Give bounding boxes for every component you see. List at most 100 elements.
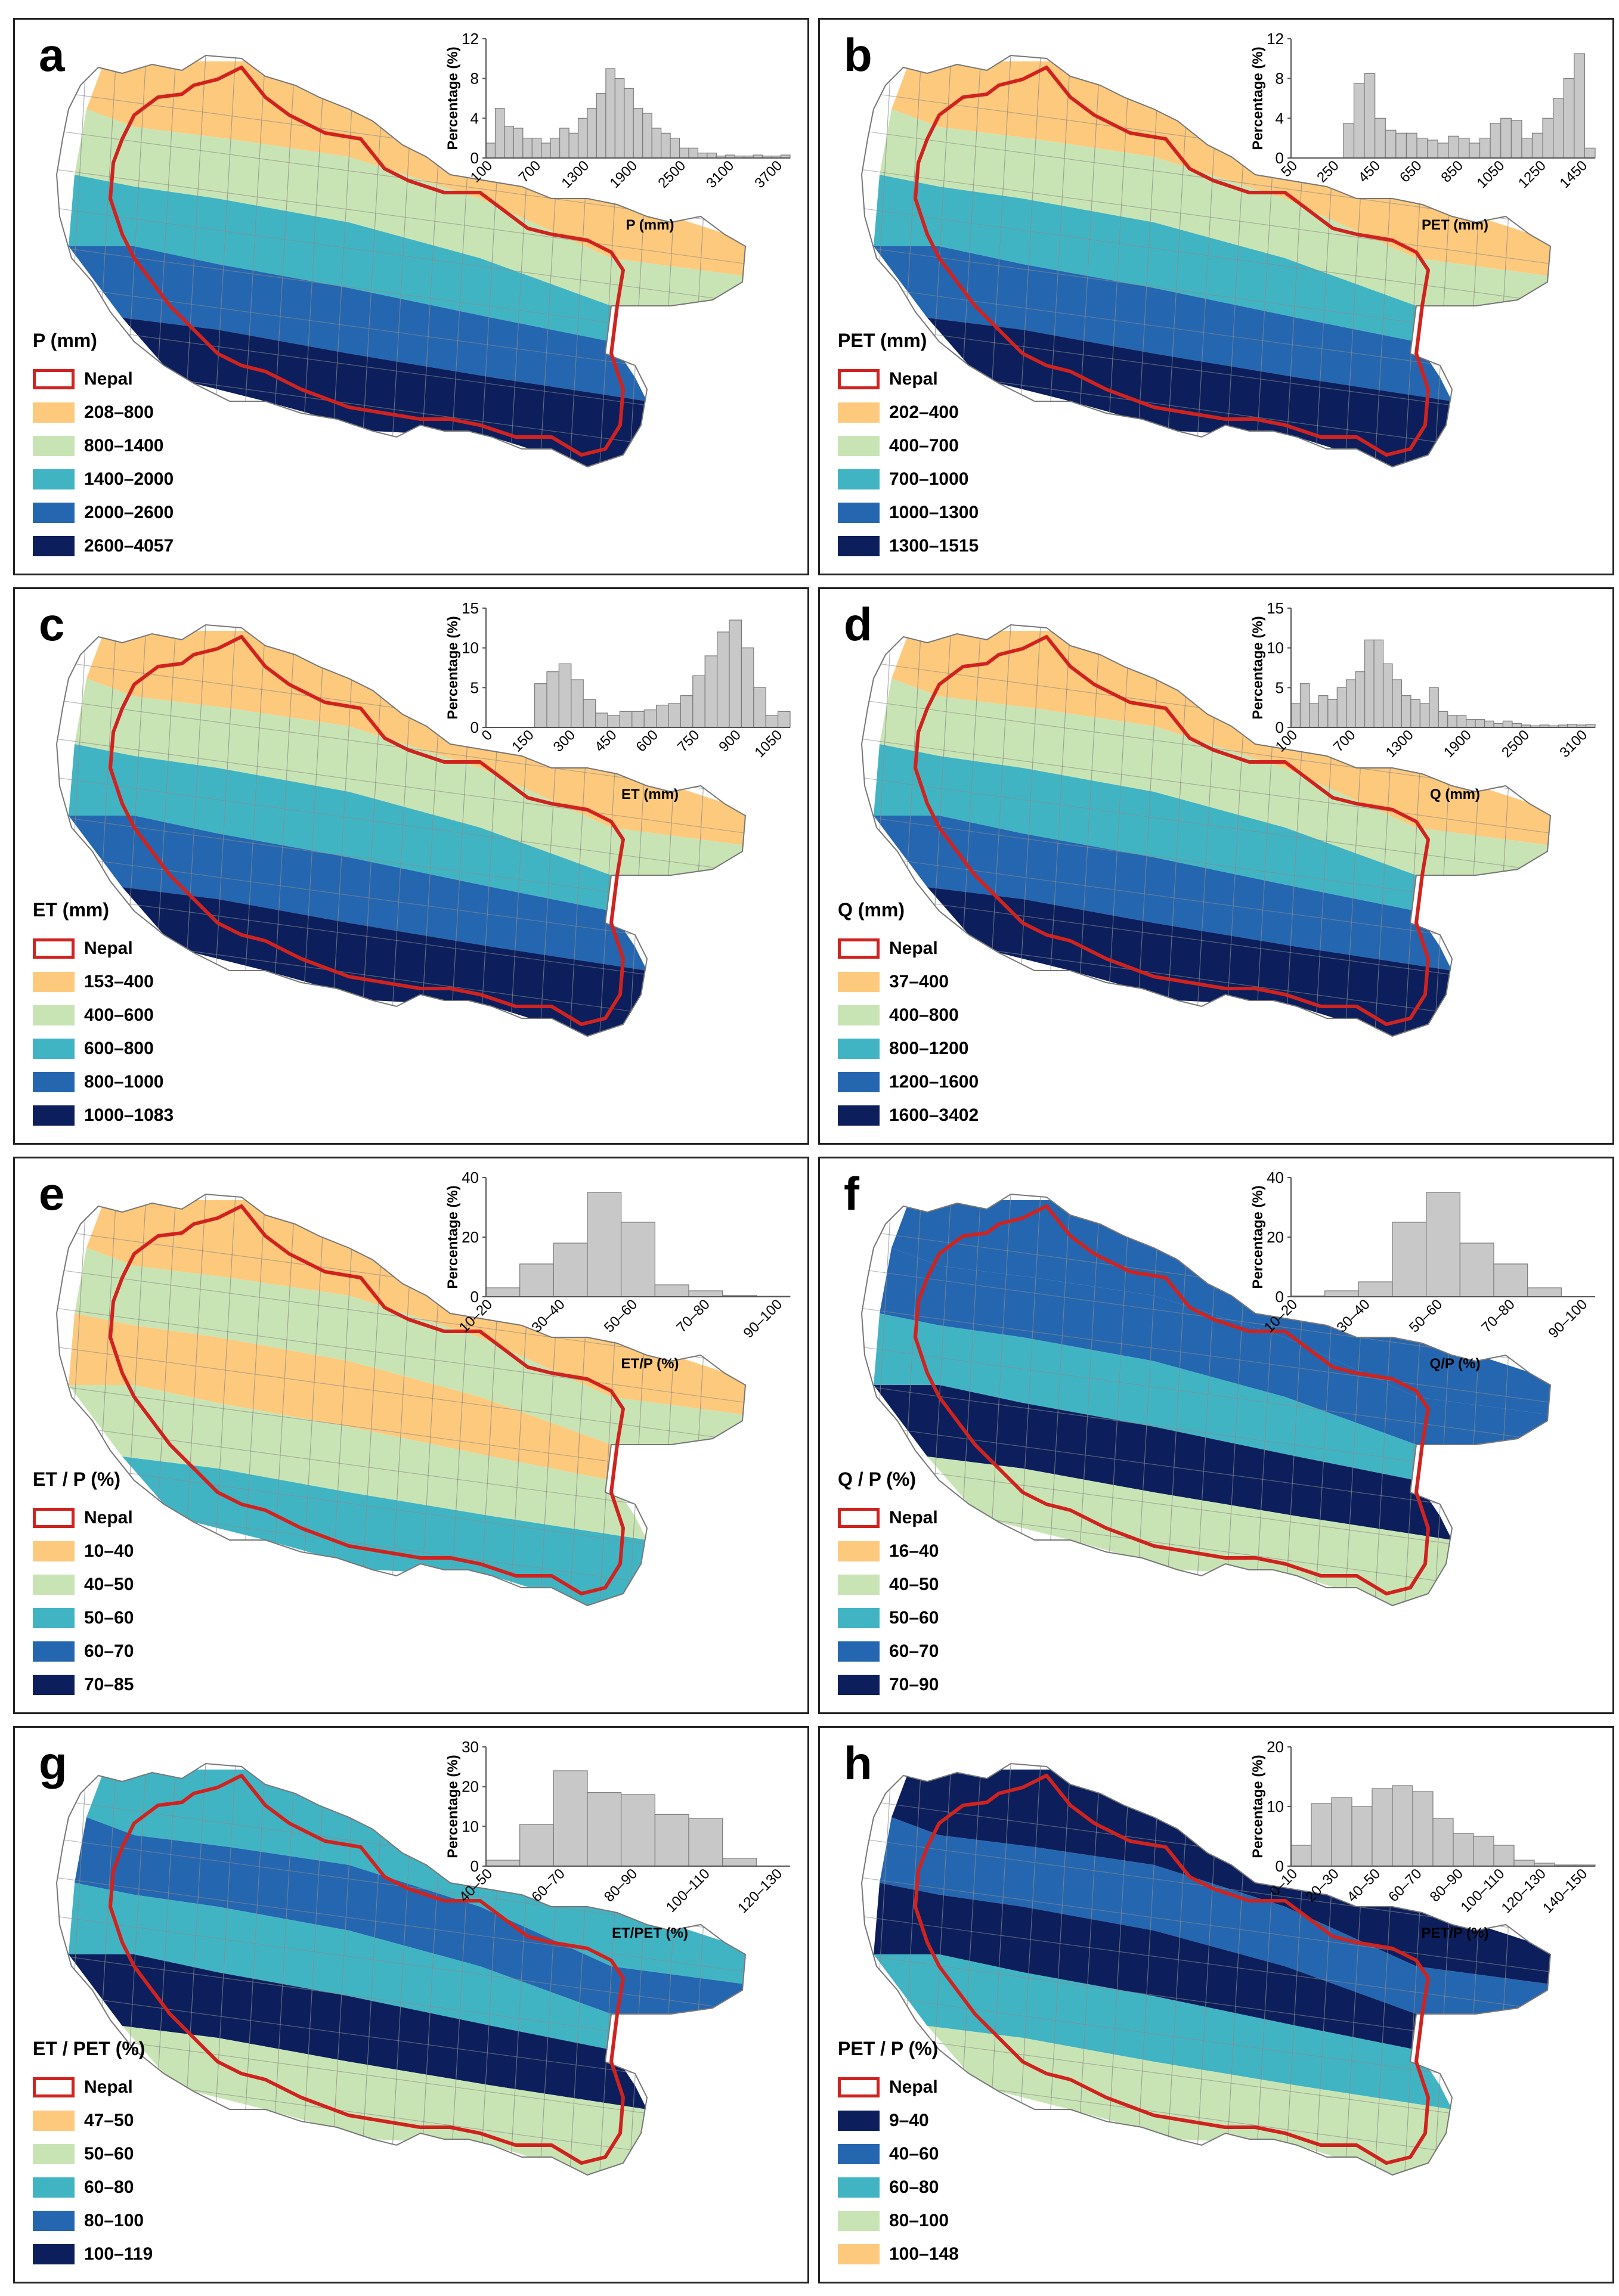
legend-swatch — [33, 938, 75, 959]
y-axis-label: Percentage (%) — [445, 1755, 461, 1858]
histogram-bar — [522, 138, 533, 159]
histogram-bar — [1327, 699, 1338, 728]
y-tick-label: 0 — [1276, 1857, 1284, 1875]
legend-title: Q (mm) — [838, 899, 905, 921]
x-tick-label: 150 — [509, 727, 537, 755]
x-axis-label: P (mm) — [626, 217, 674, 233]
legend-swatch — [838, 1508, 880, 1528]
histogram-bar — [1392, 1785, 1413, 1867]
y-axis-label: Percentage (%) — [445, 47, 461, 150]
legend-label: 600–800 — [84, 1039, 154, 1058]
y-tick-label: 4 — [470, 109, 479, 127]
y-tick-label: 5 — [470, 678, 479, 696]
map-zone — [122, 2026, 647, 2175]
legend-label: 1000–1300 — [889, 503, 979, 522]
histogram-bar — [1375, 117, 1386, 159]
legend: PET / P (%) Nepal 9–40 40–60 60–80 80–100 100–… — [838, 2038, 959, 2271]
legend-label: 60–70 — [84, 1641, 134, 1661]
y-tick-label: 8 — [470, 70, 479, 88]
histogram-bar — [1502, 720, 1513, 728]
histogram-bar — [1311, 1803, 1332, 1867]
histogram-bar — [1456, 715, 1467, 728]
y-tick-label: 0 — [1276, 1288, 1284, 1306]
map-zone — [927, 887, 1452, 1036]
y-tick-label: 0 — [470, 1288, 479, 1306]
panel-f: f Q / P (%) Nepal 16–40 40–50 50–60 60–70 70–90… — [818, 1157, 1614, 1714]
map-zone — [874, 175, 1416, 342]
legend-swatch — [838, 1541, 880, 1561]
legend-swatch — [838, 1575, 880, 1595]
legend-swatch — [33, 469, 75, 489]
x-tick-label: 1300 — [558, 157, 592, 191]
histogram-bar — [1510, 120, 1522, 159]
legend-item: 2000–2600 — [33, 496, 174, 529]
histogram-bar — [697, 153, 708, 159]
histogram-bar — [1324, 1290, 1359, 1297]
legend-label: Nepal — [84, 1508, 133, 1527]
x-axis-label: ET (mm) — [621, 786, 679, 802]
histogram-bar — [571, 679, 584, 728]
legend-label: 37–400 — [889, 972, 949, 991]
legend-label: Nepal — [84, 2077, 133, 2097]
y-tick-label: 10 — [462, 1817, 479, 1835]
map-zone — [86, 1770, 745, 1984]
panel-letter: c — [39, 598, 65, 650]
histogram-bar — [1373, 639, 1384, 728]
histogram-bar — [595, 712, 608, 728]
x-tick-label: 450 — [1355, 157, 1383, 185]
histogram-bar — [654, 1814, 689, 1867]
legend-label: 1000–1083 — [84, 1105, 174, 1125]
histogram-bar — [1309, 703, 1319, 728]
legend-item: Nepal — [33, 362, 174, 396]
legend-swatch — [838, 436, 880, 456]
legend-item: 40–50 — [838, 1568, 939, 1601]
histogram-bar — [531, 138, 542, 159]
legend-label: 100–119 — [84, 2244, 153, 2264]
legend-swatch — [33, 2111, 75, 2131]
histogram-bar — [704, 655, 718, 728]
map-zone — [891, 1770, 1550, 1984]
nepal-boundary — [109, 1204, 625, 1595]
map-zone — [86, 631, 745, 845]
y-tick-label: 30 — [462, 1738, 479, 1756]
histogram-bar — [587, 108, 598, 159]
histogram-bar — [485, 142, 496, 159]
legend-label: Nepal — [889, 2077, 938, 2097]
panel-letter: d — [844, 598, 872, 650]
panel-letter: a — [39, 29, 65, 81]
histogram: 0 4 8 12 Percentage (%) 50 250 450 650 850 1050 125… — [1249, 30, 1607, 253]
basin-map — [55, 54, 747, 468]
legend-swatch — [33, 972, 75, 992]
legend-title: Q / P (%) — [838, 1468, 916, 1490]
legend-item: 70–90 — [838, 1668, 939, 1702]
legend-label: 800–1400 — [84, 436, 164, 456]
legend-swatch — [33, 503, 75, 523]
legend-item: 50–60 — [33, 2137, 153, 2171]
legend-item: Nepal — [33, 2071, 153, 2104]
y-tick-label: 40 — [462, 1169, 479, 1186]
legend-label: 70–85 — [84, 1675, 134, 1694]
map-zone — [891, 61, 1550, 276]
legend-label: 50–60 — [84, 1608, 134, 1628]
y-tick-label: 10 — [1267, 1798, 1284, 1815]
map-zone — [874, 246, 1452, 401]
y-tick-label: 0 — [470, 1857, 479, 1875]
histogram-bar — [679, 147, 689, 159]
legend-label: 153–400 — [84, 972, 154, 991]
legend-item: 153–400 — [33, 965, 174, 999]
map-zone — [880, 1817, 1550, 2014]
y-axis-label: Percentage (%) — [1250, 616, 1266, 719]
map-zone — [86, 61, 745, 276]
histogram-bar — [1513, 1860, 1535, 1867]
legend-item: 800–1400 — [33, 429, 174, 463]
histogram-bar — [1542, 117, 1554, 159]
legend-swatch — [33, 2077, 75, 2097]
legend-swatch — [838, 1641, 880, 1662]
legend-label: 16–40 — [889, 1541, 939, 1561]
histogram-bar — [605, 68, 615, 159]
histogram-bar — [587, 1792, 622, 1867]
panel-letter: g — [39, 1737, 67, 1789]
